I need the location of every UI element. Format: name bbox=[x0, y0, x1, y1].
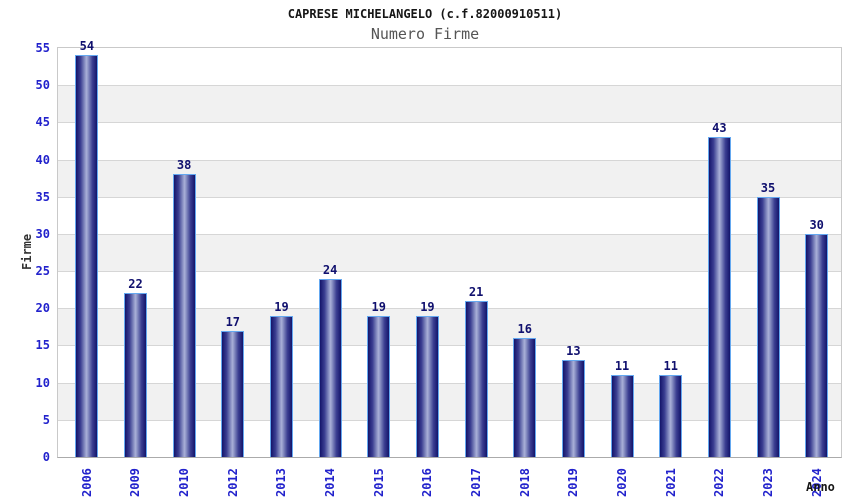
bar bbox=[75, 55, 99, 457]
y-tick-label: 50 bbox=[35, 78, 50, 93]
gridline bbox=[58, 159, 841, 161]
bar-value-label: 19 bbox=[420, 299, 435, 314]
x-tick-label: 2017 bbox=[469, 468, 484, 498]
y-tick-label: 45 bbox=[35, 115, 50, 130]
bar-value-label: 11 bbox=[614, 359, 630, 374]
y-tick-label: 0 bbox=[42, 450, 50, 464]
gridline bbox=[58, 382, 841, 384]
bar bbox=[610, 375, 634, 457]
bar bbox=[707, 137, 731, 457]
bar bbox=[269, 315, 293, 457]
y-tick-label: 25 bbox=[35, 264, 50, 279]
bar bbox=[172, 174, 196, 457]
gridline bbox=[58, 271, 841, 273]
x-tick-label: 2013 bbox=[274, 468, 289, 498]
bar-value-label: 19 bbox=[274, 299, 289, 314]
bar-value-label: 16 bbox=[517, 322, 532, 337]
bar bbox=[318, 278, 342, 457]
x-tick-label: 2006 bbox=[79, 468, 94, 498]
y-tick-label: 15 bbox=[35, 338, 50, 353]
x-tick-label: 2009 bbox=[128, 468, 143, 498]
x-tick-label: 2016 bbox=[420, 468, 435, 498]
bar-value-label: 30 bbox=[809, 217, 824, 232]
gridline bbox=[58, 85, 841, 87]
y-tick-label: 20 bbox=[35, 301, 50, 316]
bar bbox=[415, 315, 439, 457]
x-tick-label: 2021 bbox=[663, 468, 678, 498]
x-tick-label: 2020 bbox=[615, 468, 630, 498]
gridline bbox=[58, 419, 841, 421]
x-tick-label: 2015 bbox=[371, 468, 386, 498]
plot-area: 0 5 10 15 20 25 30 35 40 45 50 55 54 2006 22 2009 38 2010… bbox=[36, 39, 842, 497]
x-axis-title: Anno bbox=[806, 480, 835, 494]
x-tick-label: 2019 bbox=[566, 468, 581, 498]
x-tick-label: 2018 bbox=[517, 468, 532, 498]
gridline bbox=[58, 233, 841, 235]
bar bbox=[805, 233, 829, 457]
grid-band bbox=[58, 85, 841, 123]
bar bbox=[561, 360, 585, 457]
bar-value-label: 54 bbox=[79, 39, 95, 54]
chart-title: CAPRESE MICHELANGELO (c.f.82000910511) bbox=[287, 7, 563, 21]
bar-value-label: 38 bbox=[176, 158, 192, 173]
y-tick-label: 30 bbox=[35, 226, 50, 241]
bar-value-label: 21 bbox=[468, 284, 484, 299]
bar-value-label: 22 bbox=[128, 277, 143, 292]
bar bbox=[221, 330, 245, 457]
bar bbox=[756, 196, 780, 457]
x-tick-label: 2023 bbox=[761, 468, 776, 498]
bar bbox=[367, 315, 391, 457]
x-tick-label: 2014 bbox=[323, 468, 338, 498]
x-tick-label: 2012 bbox=[225, 468, 240, 498]
bar-value-label: 19 bbox=[371, 299, 386, 314]
bar-value-label: 13 bbox=[566, 344, 581, 359]
y-tick-label: 55 bbox=[35, 41, 50, 55]
bar-value-label: 43 bbox=[712, 121, 727, 136]
bar bbox=[659, 375, 683, 457]
bar-value-label: 11 bbox=[663, 359, 678, 374]
gridline bbox=[58, 308, 841, 310]
y-tick-label: 5 bbox=[42, 412, 50, 427]
x-tick-label: 2010 bbox=[177, 468, 192, 498]
gridline bbox=[58, 196, 841, 198]
bar-value-label: 17 bbox=[225, 314, 241, 329]
y-tick-label: 35 bbox=[35, 189, 50, 204]
x-tick-label: 2022 bbox=[712, 468, 727, 498]
bar bbox=[464, 300, 488, 457]
bar-value-label: 24 bbox=[322, 262, 338, 277]
y-tick-label: 40 bbox=[35, 152, 50, 167]
y-tick-label: 10 bbox=[35, 375, 50, 390]
bar-value-label: 35 bbox=[760, 180, 776, 195]
bar bbox=[123, 293, 147, 457]
bar bbox=[513, 338, 537, 457]
gridline bbox=[58, 345, 841, 347]
gridline bbox=[58, 122, 841, 124]
chart-subtitle: Numero Firme bbox=[370, 25, 480, 43]
